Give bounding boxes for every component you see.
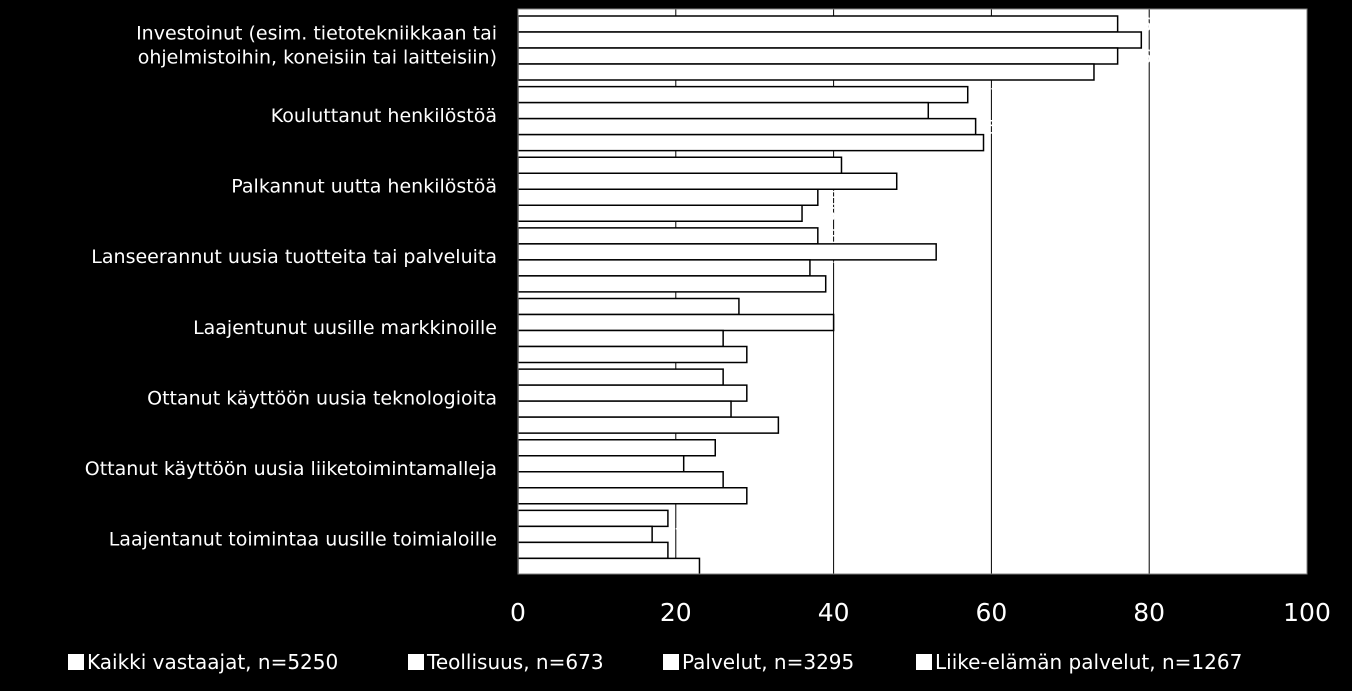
data-label-series-0-cat-2: 41 bbox=[851, 155, 875, 177]
bar-series-3-cat-3 bbox=[517, 275, 827, 293]
legend-swatch-0 bbox=[68, 654, 84, 670]
data-label-series-2-cat-0: 76 bbox=[1128, 46, 1152, 68]
data-label-series-3-cat-5: 33 bbox=[788, 415, 812, 437]
data-label-series-2-cat-5: 27 bbox=[741, 399, 765, 421]
data-label-series-0-cat-5: 26 bbox=[733, 367, 757, 389]
data-label-series-0-cat-0: 76 bbox=[1128, 14, 1152, 36]
bar-series-1-cat-1 bbox=[517, 101, 930, 120]
data-label-series-1-cat-6: 21 bbox=[694, 454, 718, 476]
x-tick-label-0: 0 bbox=[510, 598, 526, 627]
data-label-series-0-cat-6: 25 bbox=[725, 438, 749, 460]
category-label-0: Investoinut (esim. tietotekniikkaan tai o… bbox=[136, 22, 497, 68]
bar-series-1-cat-7 bbox=[517, 525, 653, 544]
category-label-line: Laajentanut toimintaa uusille toimialoil… bbox=[109, 529, 497, 551]
category-label-1: Kouluttanut henkilöstöä bbox=[271, 105, 497, 127]
data-label-series-0-cat-3: 38 bbox=[828, 226, 852, 248]
x-tick-label-5: 100 bbox=[1283, 598, 1331, 627]
category-label-line: Ottanut käyttöön uusia liiketoimintamall… bbox=[85, 458, 497, 480]
data-label-series-1-cat-7: 17 bbox=[662, 524, 686, 546]
bar-series-0-cat-1 bbox=[517, 85, 969, 104]
x-tick-label-4: 80 bbox=[1133, 598, 1165, 627]
bar-series-0-cat-0 bbox=[517, 15, 1119, 33]
data-label-series-0-cat-1: 57 bbox=[978, 85, 1002, 107]
legend-label-1: Teollisuus, n=673 bbox=[426, 650, 604, 674]
data-label-series-1-cat-1: 52 bbox=[938, 101, 962, 123]
data-label-series-2-cat-2: 38 bbox=[828, 187, 852, 209]
data-label-series-3-cat-3: 39 bbox=[836, 274, 860, 296]
bar-series-2-cat-5 bbox=[517, 400, 732, 418]
data-label-series-3-cat-4: 29 bbox=[757, 345, 781, 367]
bar-series-3-cat-4 bbox=[517, 345, 748, 364]
bar-series-2-cat-4 bbox=[517, 329, 724, 348]
data-label-series-2-cat-1: 58 bbox=[986, 117, 1010, 139]
data-label-series-3-cat-7: 23 bbox=[709, 556, 733, 578]
bar-series-2-cat-3 bbox=[517, 259, 811, 277]
data-label-series-0-cat-4: 28 bbox=[749, 297, 773, 319]
bar-series-3-cat-2 bbox=[517, 204, 803, 222]
bar-series-2-cat-7 bbox=[517, 541, 669, 560]
bar-series-1-cat-0 bbox=[517, 31, 1143, 49]
legend-swatch-2 bbox=[663, 654, 679, 670]
bar-series-2-cat-2 bbox=[517, 188, 819, 206]
data-label-series-2-cat-3: 37 bbox=[820, 258, 844, 280]
category-label-line: Kouluttanut henkilöstöä bbox=[271, 105, 497, 127]
category-label-line: Laajentunut uusille markkinoille bbox=[193, 317, 497, 339]
category-label-line: Palkannut uutta henkilöstöä bbox=[231, 176, 497, 198]
category-label-7: Laajentanut toimintaa uusille toimialoil… bbox=[109, 529, 497, 551]
x-tick-label-1: 20 bbox=[660, 598, 692, 627]
bar-series-1-cat-3 bbox=[517, 243, 937, 261]
bar-series-3-cat-6 bbox=[517, 487, 748, 505]
bar-series-1-cat-4 bbox=[517, 313, 835, 332]
data-label-series-1-cat-3: 53 bbox=[946, 242, 970, 264]
bar-series-2-cat-6 bbox=[517, 471, 724, 489]
category-label-6: Ottanut käyttöön uusia liiketoimintamall… bbox=[85, 458, 497, 480]
category-label-line: Investoinut (esim. tietotekniikkaan tai bbox=[136, 22, 497, 44]
bar-series-2-cat-1 bbox=[517, 117, 977, 136]
data-label-series-2-cat-6: 26 bbox=[733, 470, 757, 492]
legend-swatch-1 bbox=[408, 654, 424, 670]
category-label-3: Lanseerannut uusia tuotteita tai palvelu… bbox=[91, 246, 497, 268]
bar-series-1-cat-5 bbox=[517, 384, 748, 402]
bar-series-0-cat-7 bbox=[517, 509, 669, 528]
data-label-series-1-cat-5: 29 bbox=[757, 383, 781, 405]
legend-label-0: Kaikki vastaajat, n=5250 bbox=[87, 650, 338, 674]
data-label-series-1-cat-4: 40 bbox=[844, 313, 868, 335]
category-label-2: Palkannut uutta henkilöstöä bbox=[231, 176, 497, 198]
x-tick-label-3: 60 bbox=[975, 598, 1007, 627]
bar-series-3-cat-5 bbox=[517, 416, 780, 434]
category-label-line: Lanseerannut uusia tuotteita tai palvelu… bbox=[91, 246, 497, 268]
legend-swatch-3 bbox=[916, 654, 932, 670]
plot-frame bbox=[517, 8, 1308, 575]
data-label-series-0-cat-7: 19 bbox=[678, 508, 702, 530]
bar-series-0-cat-2 bbox=[517, 156, 843, 174]
bar-series-3-cat-0 bbox=[517, 63, 1095, 81]
x-tick-label-2: 40 bbox=[818, 598, 850, 627]
bar-series-3-cat-1 bbox=[517, 133, 985, 152]
bar-series-0-cat-5 bbox=[517, 368, 724, 386]
data-label-series-2-cat-7: 19 bbox=[678, 540, 702, 562]
data-label-series-3-cat-2: 36 bbox=[812, 203, 836, 225]
category-label-line: ohjelmistoihin, koneisiin tai laitteisii… bbox=[138, 46, 497, 68]
data-label-series-1-cat-2: 48 bbox=[907, 171, 931, 193]
bar-series-0-cat-4 bbox=[517, 297, 740, 316]
category-label-4: Laajentunut uusille markkinoille bbox=[193, 317, 497, 339]
data-label-series-3-cat-1: 59 bbox=[994, 133, 1018, 155]
legend-label-3: Liike-elämän palvelut, n=1267 bbox=[935, 650, 1242, 674]
bar-series-2-cat-0 bbox=[517, 47, 1119, 65]
legend-label-2: Palvelut, n=3295 bbox=[682, 650, 854, 674]
bar-series-3-cat-7 bbox=[517, 557, 701, 576]
data-label-series-3-cat-0: 73 bbox=[1104, 62, 1128, 84]
bar-series-0-cat-6 bbox=[517, 439, 716, 457]
data-label-series-1-cat-0: 79 bbox=[1151, 30, 1175, 52]
data-label-series-2-cat-4: 26 bbox=[733, 329, 757, 351]
category-label-line: Ottanut käyttöön uusia teknologioita bbox=[147, 387, 497, 409]
bar-series-1-cat-6 bbox=[517, 455, 685, 473]
data-label-series-3-cat-6: 29 bbox=[757, 486, 781, 508]
bar-series-0-cat-3 bbox=[517, 227, 819, 245]
category-label-5: Ottanut käyttöön uusia teknologioita bbox=[147, 387, 497, 409]
